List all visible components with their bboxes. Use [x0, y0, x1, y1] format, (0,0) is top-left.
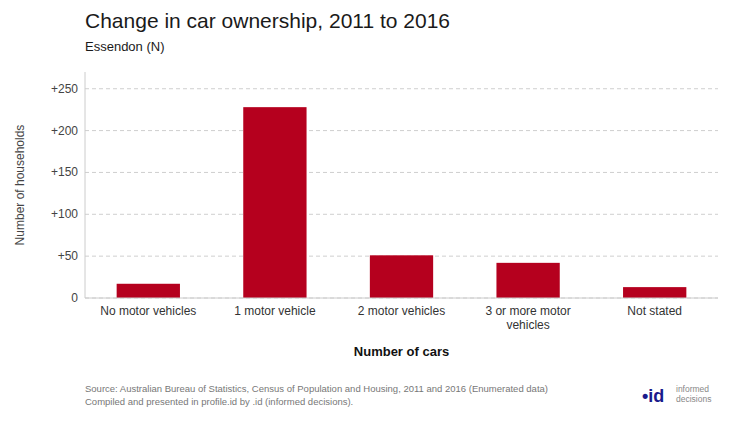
x-tick-label: 2 motor vehicles	[358, 304, 445, 318]
y-tick-label: 0	[71, 291, 78, 305]
chart-container: Change in car ownership, 2011 to 2016 Ess…	[0, 0, 740, 440]
bar	[370, 255, 433, 298]
bar	[496, 263, 559, 298]
grid-line	[85, 88, 718, 89]
subtitle: Essendon (N)	[85, 39, 164, 54]
x-tick-label: Not stated	[627, 304, 682, 318]
grid	[85, 89, 718, 298]
y-tick-label: +200	[51, 124, 78, 138]
x-tick-label: No motor vehicles	[100, 304, 196, 318]
y-tick-label: +100	[51, 207, 78, 221]
y-tick-label: +250	[51, 82, 78, 96]
grid-line	[85, 130, 718, 131]
y-axis-label: Number of households	[13, 125, 27, 246]
chart: Change in car ownership, 2011 to 2016 Ess…	[0, 0, 740, 440]
x-tick-label: 1 motor vehicle	[234, 304, 316, 318]
bars	[117, 107, 687, 298]
logo-text: informeddecisions	[676, 384, 711, 404]
grid-line	[85, 172, 718, 173]
grid-line	[85, 298, 718, 299]
bar	[243, 107, 306, 298]
title: Change in car ownership, 2011 to 2016	[85, 9, 450, 32]
x-tick-label: 3 or more motorvehicles	[485, 304, 570, 332]
y-tick-label: +50	[58, 249, 79, 263]
y-axis-line	[85, 72, 86, 298]
y-tick-label: +150	[51, 165, 78, 179]
source: Source: Australian Bureau of Statistics,…	[85, 383, 548, 407]
bar	[117, 284, 180, 298]
bar	[623, 287, 686, 298]
x-axis-label: Number of cars	[354, 344, 449, 359]
logo: •id	[642, 386, 664, 406]
x-axis-line	[85, 298, 718, 299]
grid-line	[85, 214, 718, 215]
